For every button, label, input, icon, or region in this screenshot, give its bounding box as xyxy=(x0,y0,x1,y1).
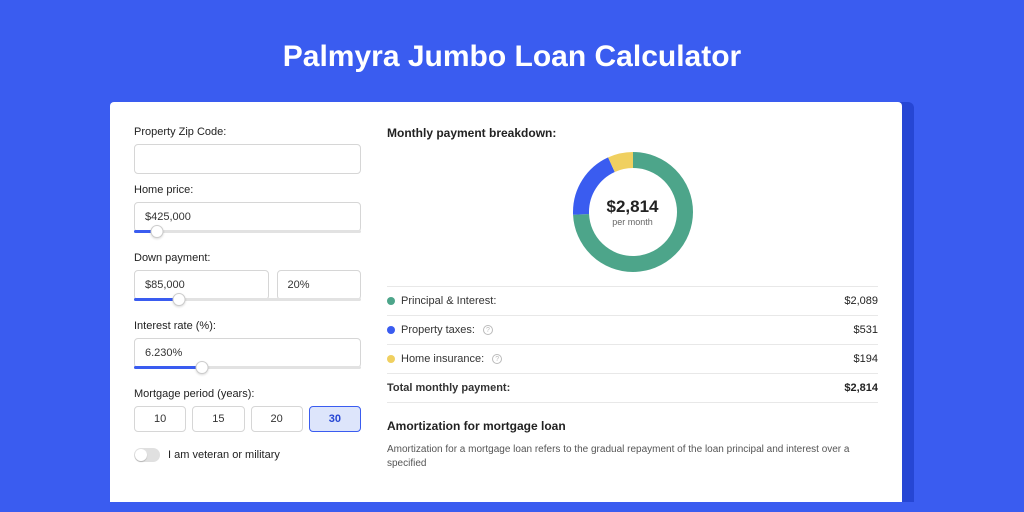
donut-sub: per month xyxy=(612,217,653,227)
breakdown-total: Total monthly payment: $2,814 xyxy=(387,374,878,403)
breakdown-row: Property taxes:? $531 xyxy=(387,316,878,345)
card-shadow: Property Zip Code: Home price: Down paym… xyxy=(110,102,914,502)
interest-label: Interest rate (%): xyxy=(134,320,361,332)
home-price-label: Home price: xyxy=(134,184,361,196)
breakdown-panel: Monthly payment breakdown: $2,814 per mo… xyxy=(379,126,878,502)
period-buttons: 1015 2030 xyxy=(134,406,361,432)
period-button-30[interactable]: 30 xyxy=(309,406,361,432)
zip-input[interactable] xyxy=(134,144,361,174)
home-price-input[interactable] xyxy=(134,202,361,232)
amortization-text: Amortization for a mortgage loan refers … xyxy=(387,443,878,471)
donut-amount: $2,814 xyxy=(607,197,659,217)
home-price-slider[interactable] xyxy=(134,230,361,242)
legend-dot xyxy=(387,326,395,334)
breakdown-label: Property taxes: xyxy=(401,324,475,336)
calculator-card: Property Zip Code: Home price: Down paym… xyxy=(110,102,902,502)
amortization-title: Amortization for mortgage loan xyxy=(387,419,878,433)
breakdown-table: Principal & Interest: $2,089 Property taxe… xyxy=(387,286,878,403)
slider-thumb[interactable] xyxy=(196,361,209,374)
breakdown-row: Principal & Interest: $2,089 xyxy=(387,287,878,316)
breakdown-value: $2,089 xyxy=(844,295,878,307)
form-panel: Property Zip Code: Home price: Down paym… xyxy=(134,126,379,502)
veteran-label: I am veteran or military xyxy=(168,449,280,461)
total-value: $2,814 xyxy=(844,382,878,394)
donut-center: $2,814 per month xyxy=(573,152,693,272)
slider-fill xyxy=(134,366,202,369)
total-label: Total monthly payment: xyxy=(387,382,510,394)
info-icon[interactable]: ? xyxy=(492,354,502,364)
legend-dot xyxy=(387,355,395,363)
breakdown-row: Home insurance:? $194 xyxy=(387,345,878,374)
down-payment-input[interactable] xyxy=(134,270,269,300)
period-label: Mortgage period (years): xyxy=(134,388,361,400)
period-button-20[interactable]: 20 xyxy=(251,406,303,432)
down-payment-slider[interactable] xyxy=(134,298,361,310)
breakdown-label: Principal & Interest: xyxy=(401,295,496,307)
breakdown-value: $531 xyxy=(854,324,878,336)
breakdown-value: $194 xyxy=(854,353,878,365)
page-title: Palmyra Jumbo Loan Calculator xyxy=(110,40,914,74)
slider-track xyxy=(134,230,361,233)
breakdown-title: Monthly payment breakdown: xyxy=(387,126,878,140)
slider-thumb[interactable] xyxy=(150,225,163,238)
interest-input[interactable] xyxy=(134,338,361,368)
zip-label: Property Zip Code: xyxy=(134,126,361,138)
legend-dot xyxy=(387,297,395,305)
down-payment-label: Down payment: xyxy=(134,252,361,264)
period-button-10[interactable]: 10 xyxy=(134,406,186,432)
info-icon[interactable]: ? xyxy=(483,325,493,335)
breakdown-label: Home insurance: xyxy=(401,353,484,365)
period-button-15[interactable]: 15 xyxy=(192,406,244,432)
slider-thumb[interactable] xyxy=(173,293,186,306)
donut-chart: $2,814 per month xyxy=(387,152,878,272)
veteran-row: I am veteran or military xyxy=(134,448,361,462)
veteran-toggle[interactable] xyxy=(134,448,160,462)
interest-slider[interactable] xyxy=(134,366,361,378)
down-payment-pct-input[interactable] xyxy=(277,270,362,300)
